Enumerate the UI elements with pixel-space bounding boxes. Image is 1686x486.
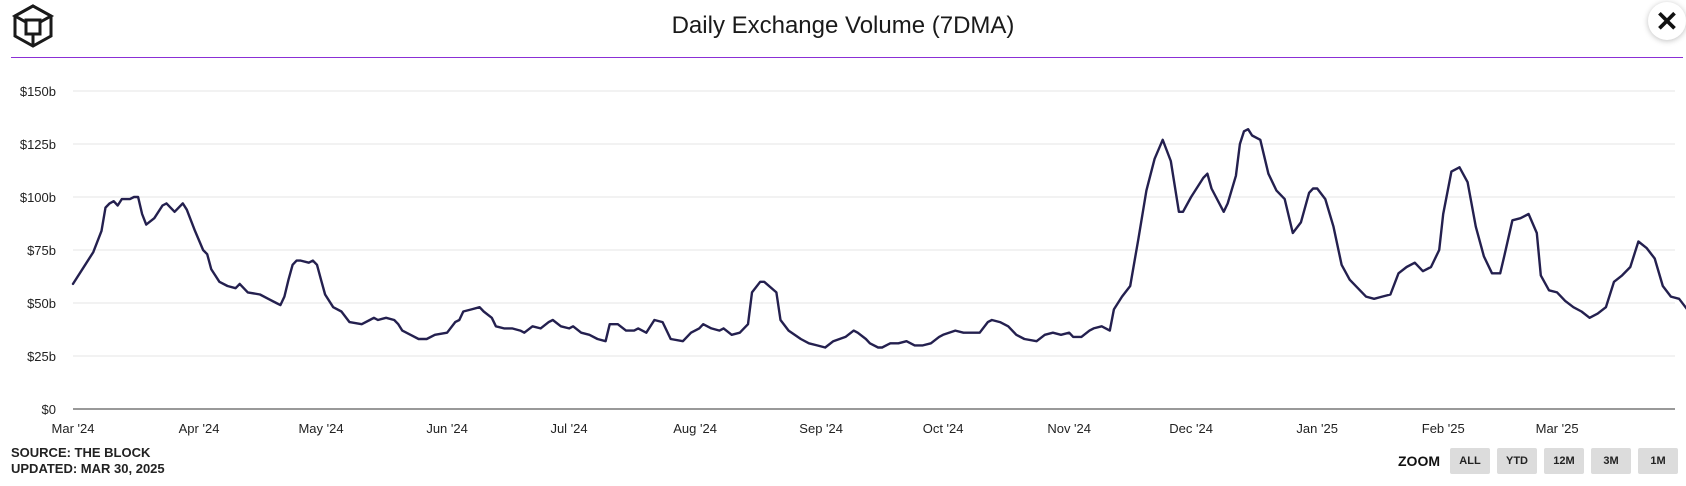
source-text: SOURCE: THE BLOCK: [11, 445, 151, 460]
y-tick-label: $125b: [20, 137, 56, 152]
close-button[interactable]: ✕: [1648, 2, 1686, 40]
zoom-controls: ZOOM ALL YTD 12M 3M 1M: [1398, 448, 1678, 474]
zoom-12m-button[interactable]: 12M: [1544, 448, 1584, 474]
y-tick-label: $25b: [27, 349, 56, 364]
x-tick-label: Jan '25: [1296, 421, 1338, 436]
updated-text: UPDATED: MAR 30, 2025: [11, 461, 165, 476]
zoom-1m-button[interactable]: 1M: [1638, 448, 1678, 474]
zoom-all-button[interactable]: ALL: [1450, 448, 1490, 474]
line-chart: $0 $25b $50b $75b $100b $125b $150b Mar '24 Apr …: [20, 84, 1686, 436]
x-tick-label: Jun '24: [426, 421, 468, 436]
zoom-label: ZOOM: [1398, 453, 1440, 469]
x-tick-label: Apr '24: [179, 421, 220, 436]
x-tick-label: Aug '24: [673, 421, 717, 436]
series-line: [71, 127, 1686, 349]
x-tick-label: Sep '24: [799, 421, 843, 436]
x-tick-label: Mar '25: [1536, 421, 1579, 436]
x-tick-label: Jul '24: [550, 421, 587, 436]
the-block-logo: [11, 4, 55, 48]
zoom-3m-button[interactable]: 3M: [1591, 448, 1631, 474]
chart-title: Daily Exchange Volume (7DMA): [671, 12, 1015, 39]
y-tick-label: $0: [42, 402, 56, 417]
close-icon: ✕: [1655, 5, 1679, 37]
x-tick-label: Mar '24: [52, 421, 95, 436]
header-divider: [11, 57, 1683, 58]
chart-footer: SOURCE: THE BLOCK UPDATED: MAR 30, 2025: [11, 445, 165, 477]
x-tick-label: Nov '24: [1047, 421, 1091, 436]
x-tick-label: Feb '25: [1422, 421, 1465, 436]
zoom-ytd-button[interactable]: YTD: [1497, 448, 1537, 474]
y-tick-label: $100b: [20, 190, 56, 205]
x-tick-label: May '24: [298, 421, 343, 436]
y-tick-label: $50b: [27, 296, 56, 311]
x-tick-label: Dec '24: [1169, 421, 1213, 436]
y-tick-label: $150b: [20, 84, 56, 99]
x-tick-label: Oct '24: [923, 421, 964, 436]
y-tick-label: $75b: [27, 243, 56, 258]
